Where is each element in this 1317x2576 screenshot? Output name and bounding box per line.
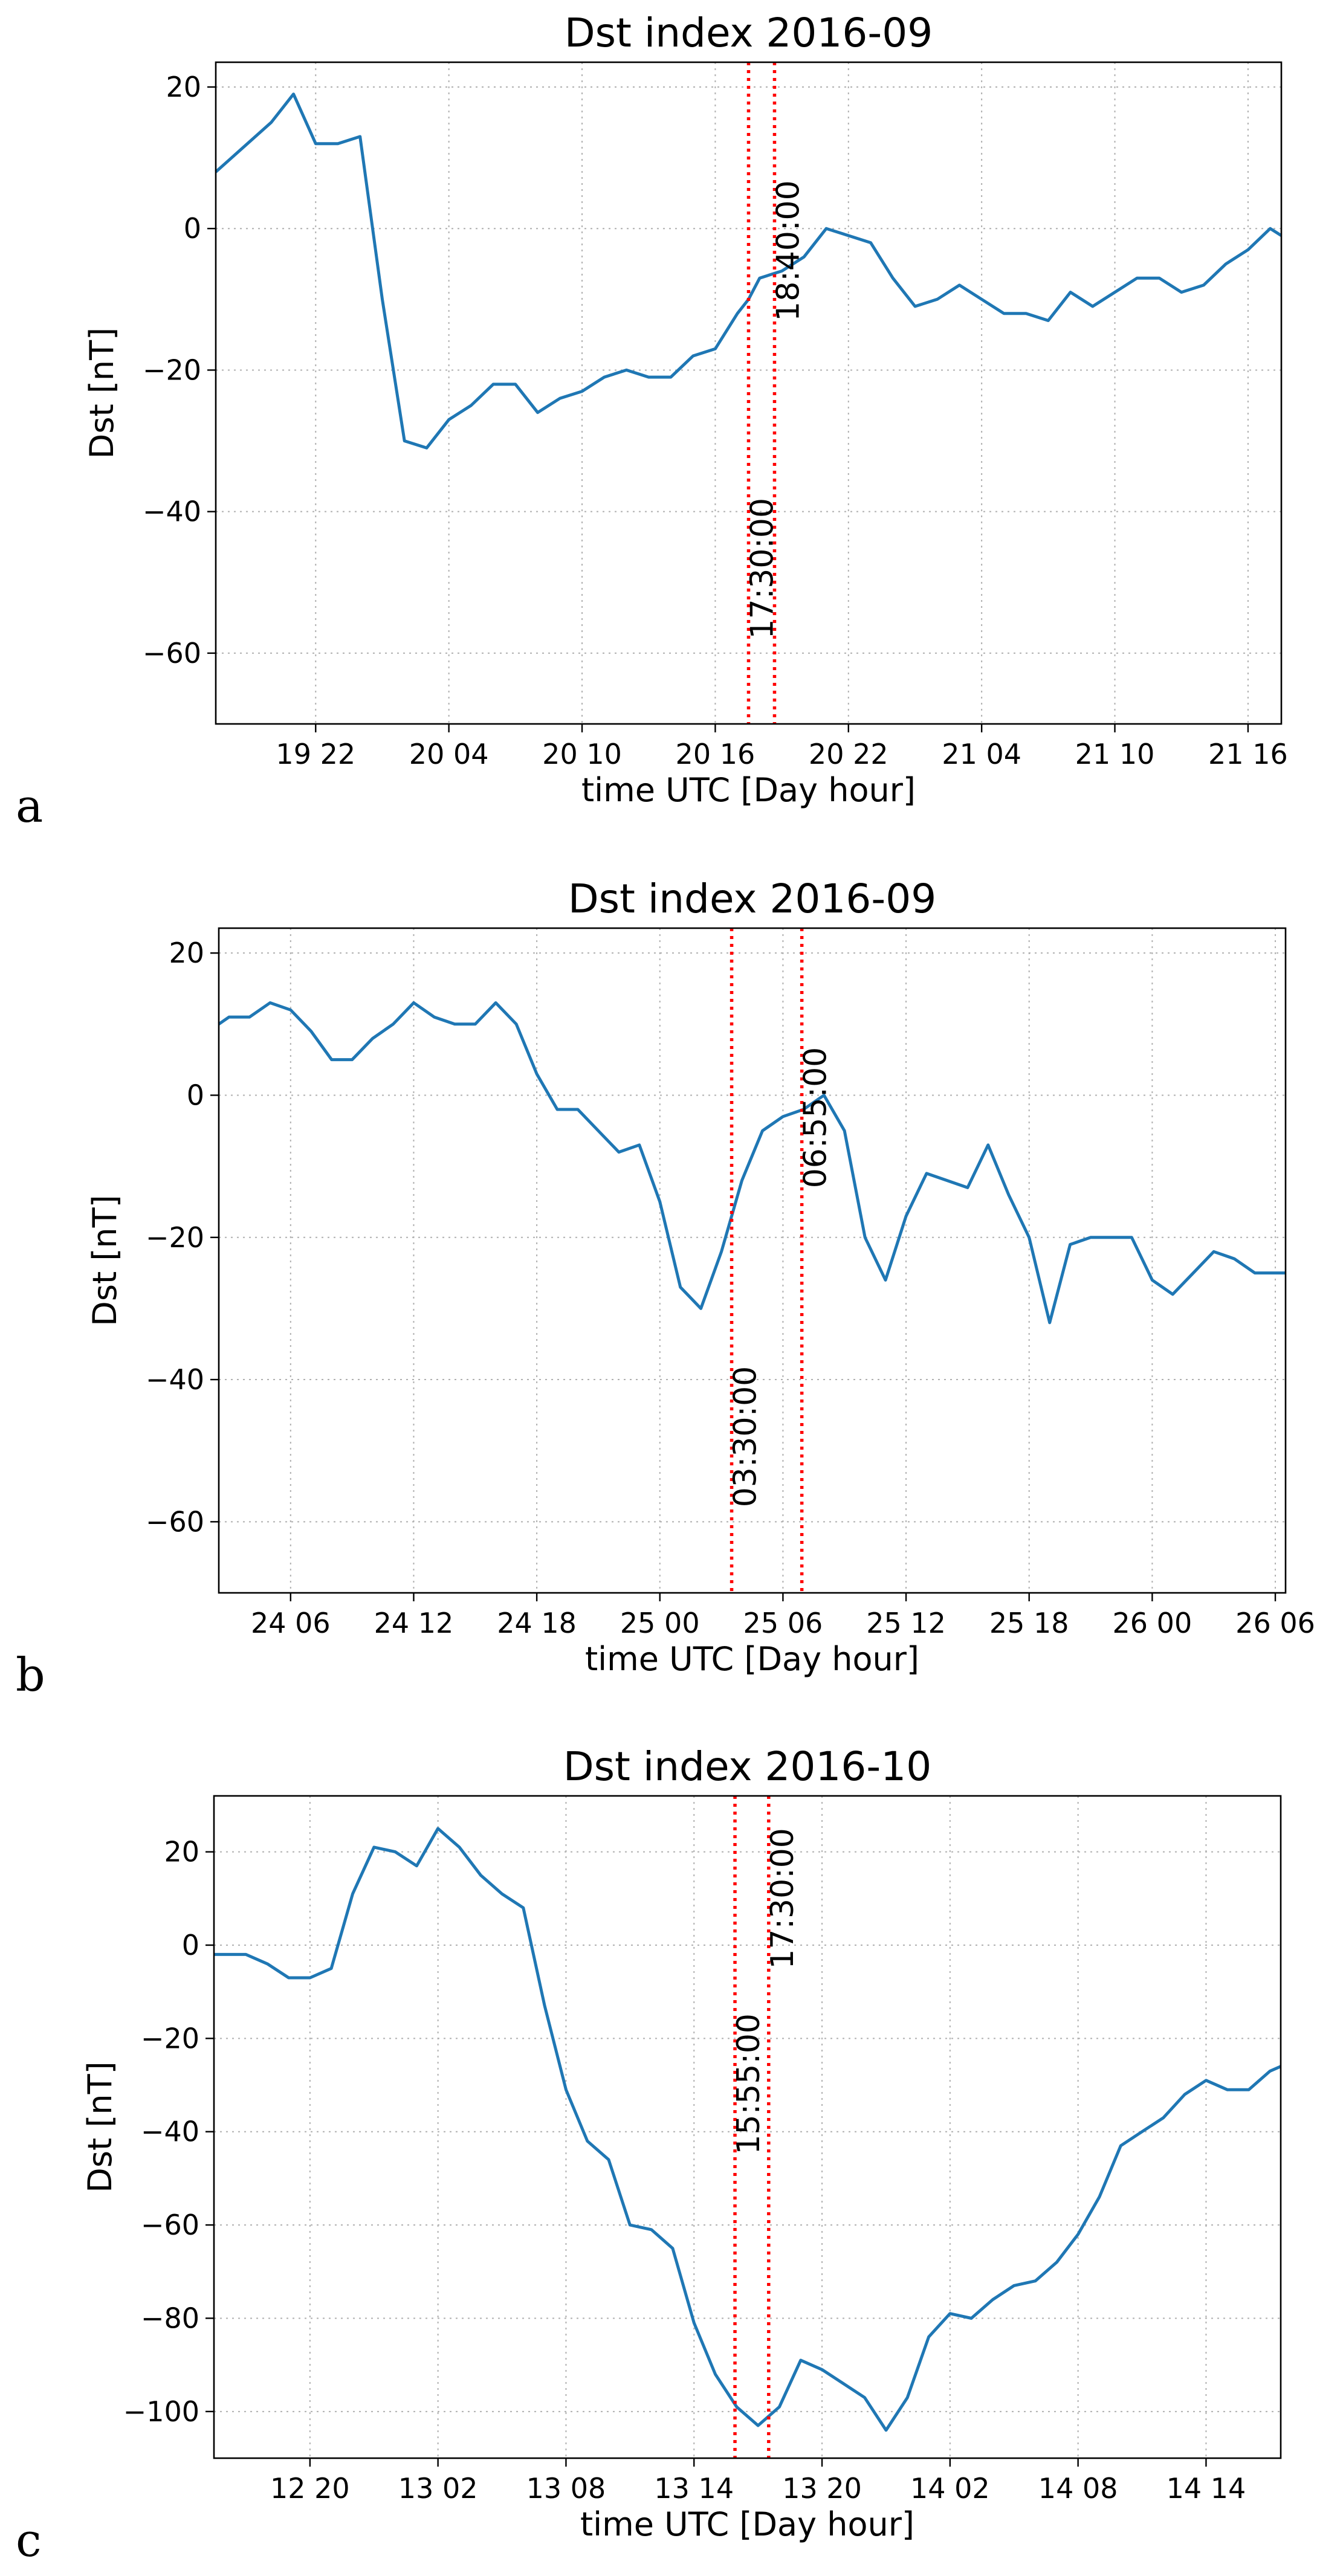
chart-panel-c: 15:55:00 17:30:00 12 20 13 02 13 08 13 14 13 … <box>16 1743 1282 2567</box>
y-tick-label: −20 <box>143 353 201 386</box>
x-tick-label: 21 04 <box>942 738 1021 770</box>
y-tick-label: −40 <box>141 2116 199 2148</box>
x-tick-label: 14 02 <box>910 2472 990 2505</box>
series-layer <box>214 1827 1281 2432</box>
x-tick-label: 24 06 <box>251 1607 331 1639</box>
x-tick-label: 20 10 <box>542 738 622 770</box>
x-tick-label: 24 12 <box>374 1607 454 1639</box>
y-tick-label: 0 <box>182 1929 199 1961</box>
y-tick-label: 20 <box>169 937 204 969</box>
event-marker-label: 18:40:00 <box>770 180 806 321</box>
series-layer <box>218 1001 1286 1325</box>
x-tick-label: 13 20 <box>782 2472 862 2505</box>
x-tick-label: 26 00 <box>1113 1607 1192 1639</box>
panel-letter: b <box>16 1648 45 1702</box>
event-marker-label: 06:55:00 <box>798 1047 834 1189</box>
y-tick-label: 0 <box>187 1079 204 1111</box>
x-tick-label: 25 12 <box>866 1607 946 1639</box>
event-marker-label: 03:30:00 <box>728 1366 764 1508</box>
y-tick-label: −60 <box>146 1505 204 1538</box>
x-tick-label: 21 16 <box>1208 738 1288 770</box>
x-tick-label: 26 06 <box>1235 1607 1315 1639</box>
y-tick-label: −20 <box>146 1221 204 1254</box>
x-axis-label: time UTC [Day hour] <box>580 2505 914 2543</box>
series-line <box>214 1827 1281 2432</box>
x-tick-label: 20 04 <box>409 738 489 770</box>
x-tick-label: 21 10 <box>1075 738 1155 770</box>
x-tick-label: 25 00 <box>620 1607 700 1639</box>
y-tick-label: 20 <box>166 71 201 103</box>
x-tick-label: 25 18 <box>989 1607 1069 1639</box>
x-tick-label: 13 14 <box>654 2472 734 2505</box>
x-tick-label: 19 22 <box>276 738 355 770</box>
y-tick-label: −60 <box>143 637 201 670</box>
event-marker-label: 15:55:00 <box>731 2013 767 2155</box>
panel-letter: a <box>16 779 43 833</box>
event-marker-label: 17:30:00 <box>765 1828 801 1969</box>
x-tick-label: 14 14 <box>1167 2472 1246 2505</box>
panel-letter: c <box>16 2513 42 2567</box>
y-tick-label: −80 <box>141 2302 199 2334</box>
chart-panel-a: 17:30:00 18:40:00 19 22 20 04 20 10 20 16 20 … <box>16 10 1288 833</box>
x-tick-label: 13 08 <box>526 2472 606 2505</box>
series-line <box>215 92 1283 450</box>
x-axis-label: time UTC [Day hour] <box>585 1640 919 1678</box>
plot-frame <box>213 1795 1282 2459</box>
plot-frame <box>218 927 1287 1594</box>
y-axis-label: Dst [nT] <box>83 328 121 459</box>
marker-layer: 17:30:00 18:40:00 <box>745 62 806 724</box>
chart-title: Dst index 2016-09 <box>565 10 933 56</box>
y-tick-label: −40 <box>143 496 201 528</box>
series-layer <box>215 92 1283 450</box>
y-axis-label: Dst [nT] <box>86 1195 124 1326</box>
x-axis-label: time UTC [Day hour] <box>581 771 916 809</box>
event-marker-label: 17:30:00 <box>745 498 781 639</box>
x-tick-label: 14 08 <box>1038 2472 1118 2505</box>
x-tick-label: 25 06 <box>743 1607 823 1639</box>
x-tick-label: 20 16 <box>676 738 756 770</box>
y-axis-label: Dst [nT] <box>81 2061 119 2192</box>
x-tick-label: 24 18 <box>497 1607 577 1639</box>
tick-layer: 19 22 20 04 20 10 20 16 20 22 21 04 21 10 21 16… <box>143 71 1288 770</box>
y-tick-label: −20 <box>141 2022 199 2055</box>
chart-panel-b: 03:30:00 06:55:00 24 06 24 12 24 18 25 00 25 … <box>16 876 1315 1702</box>
grid <box>214 1796 1281 2458</box>
chart-title: Dst index 2016-10 <box>563 1743 931 1790</box>
plot-frame <box>215 61 1283 725</box>
y-tick-label: −40 <box>146 1363 204 1396</box>
marker-layer: 15:55:00 17:30:00 <box>731 1796 801 2458</box>
chart-title: Dst index 2016-09 <box>568 876 936 922</box>
x-tick-label: 20 22 <box>809 738 888 770</box>
x-tick-label: 12 20 <box>270 2472 350 2505</box>
tick-layer: 12 20 13 02 13 08 13 14 13 20 14 02 14 08 14 14… <box>123 1836 1246 2505</box>
y-tick-label: −60 <box>141 2209 199 2241</box>
tick-layer: 24 06 24 12 24 18 25 00 25 06 25 12 25 18 26 00… <box>146 937 1315 1639</box>
y-tick-label: 20 <box>164 1836 199 1868</box>
y-tick-label: −100 <box>123 2395 199 2428</box>
marker-layer: 03:30:00 06:55:00 <box>728 928 834 1593</box>
series-line <box>218 1001 1286 1325</box>
x-tick-label: 13 02 <box>398 2472 478 2505</box>
y-tick-label: 0 <box>184 212 201 245</box>
